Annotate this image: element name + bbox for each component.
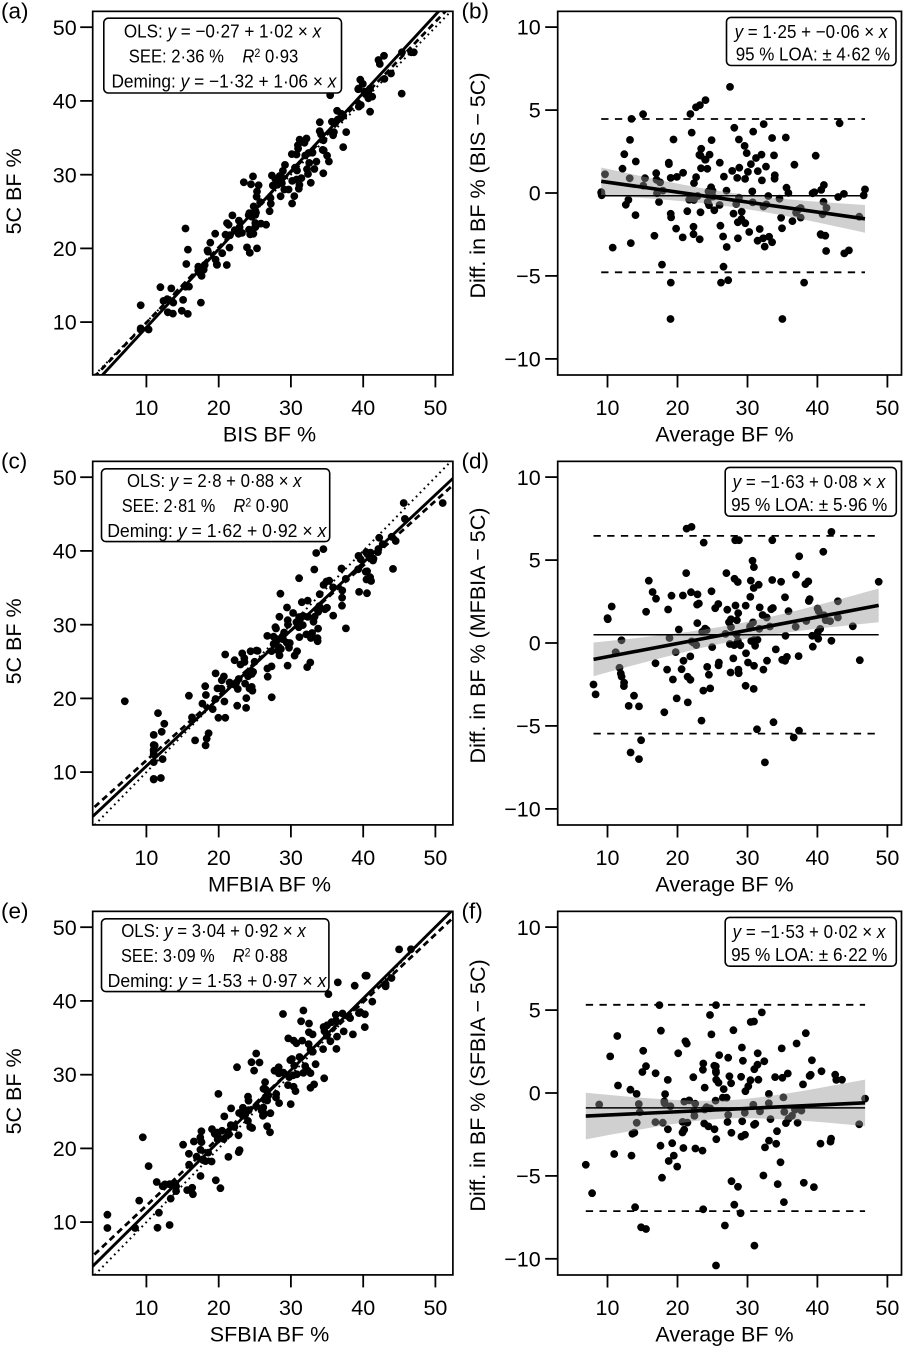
svg-text:(a): (a)	[1, 0, 29, 24]
svg-text:(e): (e)	[1, 899, 29, 924]
svg-text:(f): (f)	[462, 899, 483, 924]
svg-text:(d): (d)	[462, 449, 490, 474]
svg-text:−5: −5	[516, 715, 541, 739]
svg-text:30: 30	[279, 846, 303, 870]
svg-text:10: 10	[134, 846, 158, 870]
svg-text:−10: −10	[504, 798, 541, 822]
svg-text:50: 50	[53, 466, 77, 490]
svg-text:20: 20	[53, 1137, 77, 1161]
svg-text:10: 10	[53, 761, 77, 785]
svg-text:50: 50	[53, 916, 77, 940]
svg-text:10: 10	[517, 916, 541, 940]
svg-text:40: 40	[351, 846, 375, 870]
svg-text:40: 40	[351, 1296, 375, 1320]
svg-text:50: 50	[875, 846, 899, 870]
svg-text:0: 0	[529, 182, 541, 206]
svg-text:10: 10	[517, 466, 541, 490]
svg-text:95 % LOA: ± 6·22 %: 95 % LOA: ± 6·22 %	[731, 945, 887, 966]
svg-text:10: 10	[596, 846, 620, 870]
svg-text:SEE: 2·81 % R2 0·90: SEE: 2·81 % R2 0·90	[122, 495, 289, 516]
svg-text:OLS: y = −0·27 + 1·02 × x: OLS: y = −0·27 + 1·02 × x	[124, 21, 322, 42]
svg-text:20: 20	[53, 237, 77, 261]
svg-text:50: 50	[423, 396, 447, 420]
svg-text:20: 20	[666, 396, 690, 420]
svg-text:−5: −5	[516, 1165, 541, 1189]
svg-text:5: 5	[529, 99, 541, 123]
svg-text:Diff. in BF % (SFBIA − 5C): Diff. in BF % (SFBIA − 5C)	[466, 959, 490, 1211]
svg-text:20: 20	[53, 687, 77, 711]
svg-text:50: 50	[53, 16, 77, 40]
svg-text:−10: −10	[504, 1247, 541, 1271]
svg-text:30: 30	[53, 613, 77, 637]
svg-text:20: 20	[207, 1296, 231, 1320]
svg-text:30: 30	[736, 1296, 760, 1320]
svg-text:10: 10	[53, 1211, 77, 1235]
svg-text:SFBIA BF %: SFBIA BF %	[210, 1322, 329, 1346]
svg-text:5C BF %: 5C BF %	[2, 1048, 26, 1134]
svg-text:30: 30	[736, 396, 760, 420]
svg-text:5: 5	[529, 999, 541, 1023]
svg-text:−5: −5	[516, 265, 541, 289]
svg-text:95 % LOA: ± 4·62 %: 95 % LOA: ± 4·62 %	[736, 44, 891, 65]
svg-text:40: 40	[351, 396, 375, 420]
svg-text:30: 30	[279, 396, 303, 420]
svg-text:10: 10	[517, 16, 541, 40]
svg-text:Average BF %: Average BF %	[655, 1322, 793, 1346]
svg-text:BIS BF %: BIS BF %	[223, 422, 316, 446]
svg-text:MFBIA BF %: MFBIA BF %	[208, 872, 331, 896]
svg-text:−10: −10	[504, 348, 541, 372]
svg-text:40: 40	[805, 1296, 829, 1320]
svg-text:20: 20	[666, 1296, 690, 1320]
svg-text:50: 50	[875, 396, 899, 420]
svg-text:y = 1·25 + −0·06 × x: y = 1·25 + −0·06 × x	[733, 21, 889, 42]
svg-text:0: 0	[529, 632, 541, 656]
svg-text:(c): (c)	[1, 449, 27, 474]
svg-text:10: 10	[596, 1296, 620, 1320]
svg-text:10: 10	[134, 1296, 158, 1320]
svg-text:20: 20	[666, 846, 690, 870]
svg-text:50: 50	[875, 1296, 899, 1320]
svg-text:20: 20	[207, 396, 231, 420]
svg-text:5: 5	[529, 549, 541, 573]
svg-text:Average BF %: Average BF %	[655, 872, 793, 896]
svg-text:0: 0	[529, 1082, 541, 1106]
svg-text:95 % LOA: ± 5·96 %: 95 % LOA: ± 5·96 %	[731, 495, 887, 516]
svg-text:20: 20	[207, 846, 231, 870]
svg-text:Deming: y = 1·62 + 0·92 × x: Deming: y = 1·62 + 0·92 × x	[107, 521, 327, 542]
svg-text:30: 30	[736, 846, 760, 870]
svg-text:OLS: y = 3·04 + 0·92 × x: OLS: y = 3·04 + 0·92 × x	[121, 920, 307, 941]
svg-text:40: 40	[805, 396, 829, 420]
svg-text:30: 30	[53, 163, 77, 187]
svg-text:50: 50	[423, 1296, 447, 1320]
svg-text:40: 40	[53, 90, 77, 114]
svg-text:10: 10	[134, 396, 158, 420]
svg-text:5C BF %: 5C BF %	[2, 148, 26, 234]
svg-text:Deming: y = 1·53 + 0·97 × x: Deming: y = 1·53 + 0·97 × x	[108, 971, 328, 992]
svg-text:10: 10	[53, 311, 77, 335]
svg-text:30: 30	[53, 1063, 77, 1087]
svg-text:OLS: y = 2·8 + 0·88 × x: OLS: y = 2·8 + 0·88 × x	[127, 470, 303, 491]
svg-text:30: 30	[279, 1296, 303, 1320]
svg-text:Diff. in BF % (MFBIA − 5C): Diff. in BF % (MFBIA − 5C)	[466, 508, 490, 764]
svg-text:y = −1·53 + 0·02 × x: y = −1·53 + 0·02 × x	[731, 921, 887, 942]
svg-text:10: 10	[596, 396, 620, 420]
svg-text:SEE: 2·36 % R2 0·93: SEE: 2·36 % R2 0·93	[129, 46, 299, 67]
svg-text:40: 40	[53, 540, 77, 564]
svg-text:y = −1·63 + 0·08 × x: y = −1·63 + 0·08 × x	[731, 471, 887, 492]
svg-text:Diff. in BF % (BIS − 5C): Diff. in BF % (BIS − 5C)	[466, 72, 490, 298]
svg-text:SEE: 3·09 % R2 0·88: SEE: 3·09 % R2 0·88	[121, 945, 288, 966]
svg-text:(b): (b)	[462, 0, 490, 24]
svg-text:50: 50	[423, 846, 447, 870]
svg-text:Average BF %: Average BF %	[655, 422, 793, 446]
svg-text:Deming: y = −1·32 + 1·06 × x: Deming: y = −1·32 + 1·06 × x	[111, 71, 337, 92]
svg-text:40: 40	[805, 846, 829, 870]
svg-text:40: 40	[53, 990, 77, 1014]
svg-text:5C BF %: 5C BF %	[2, 598, 26, 684]
